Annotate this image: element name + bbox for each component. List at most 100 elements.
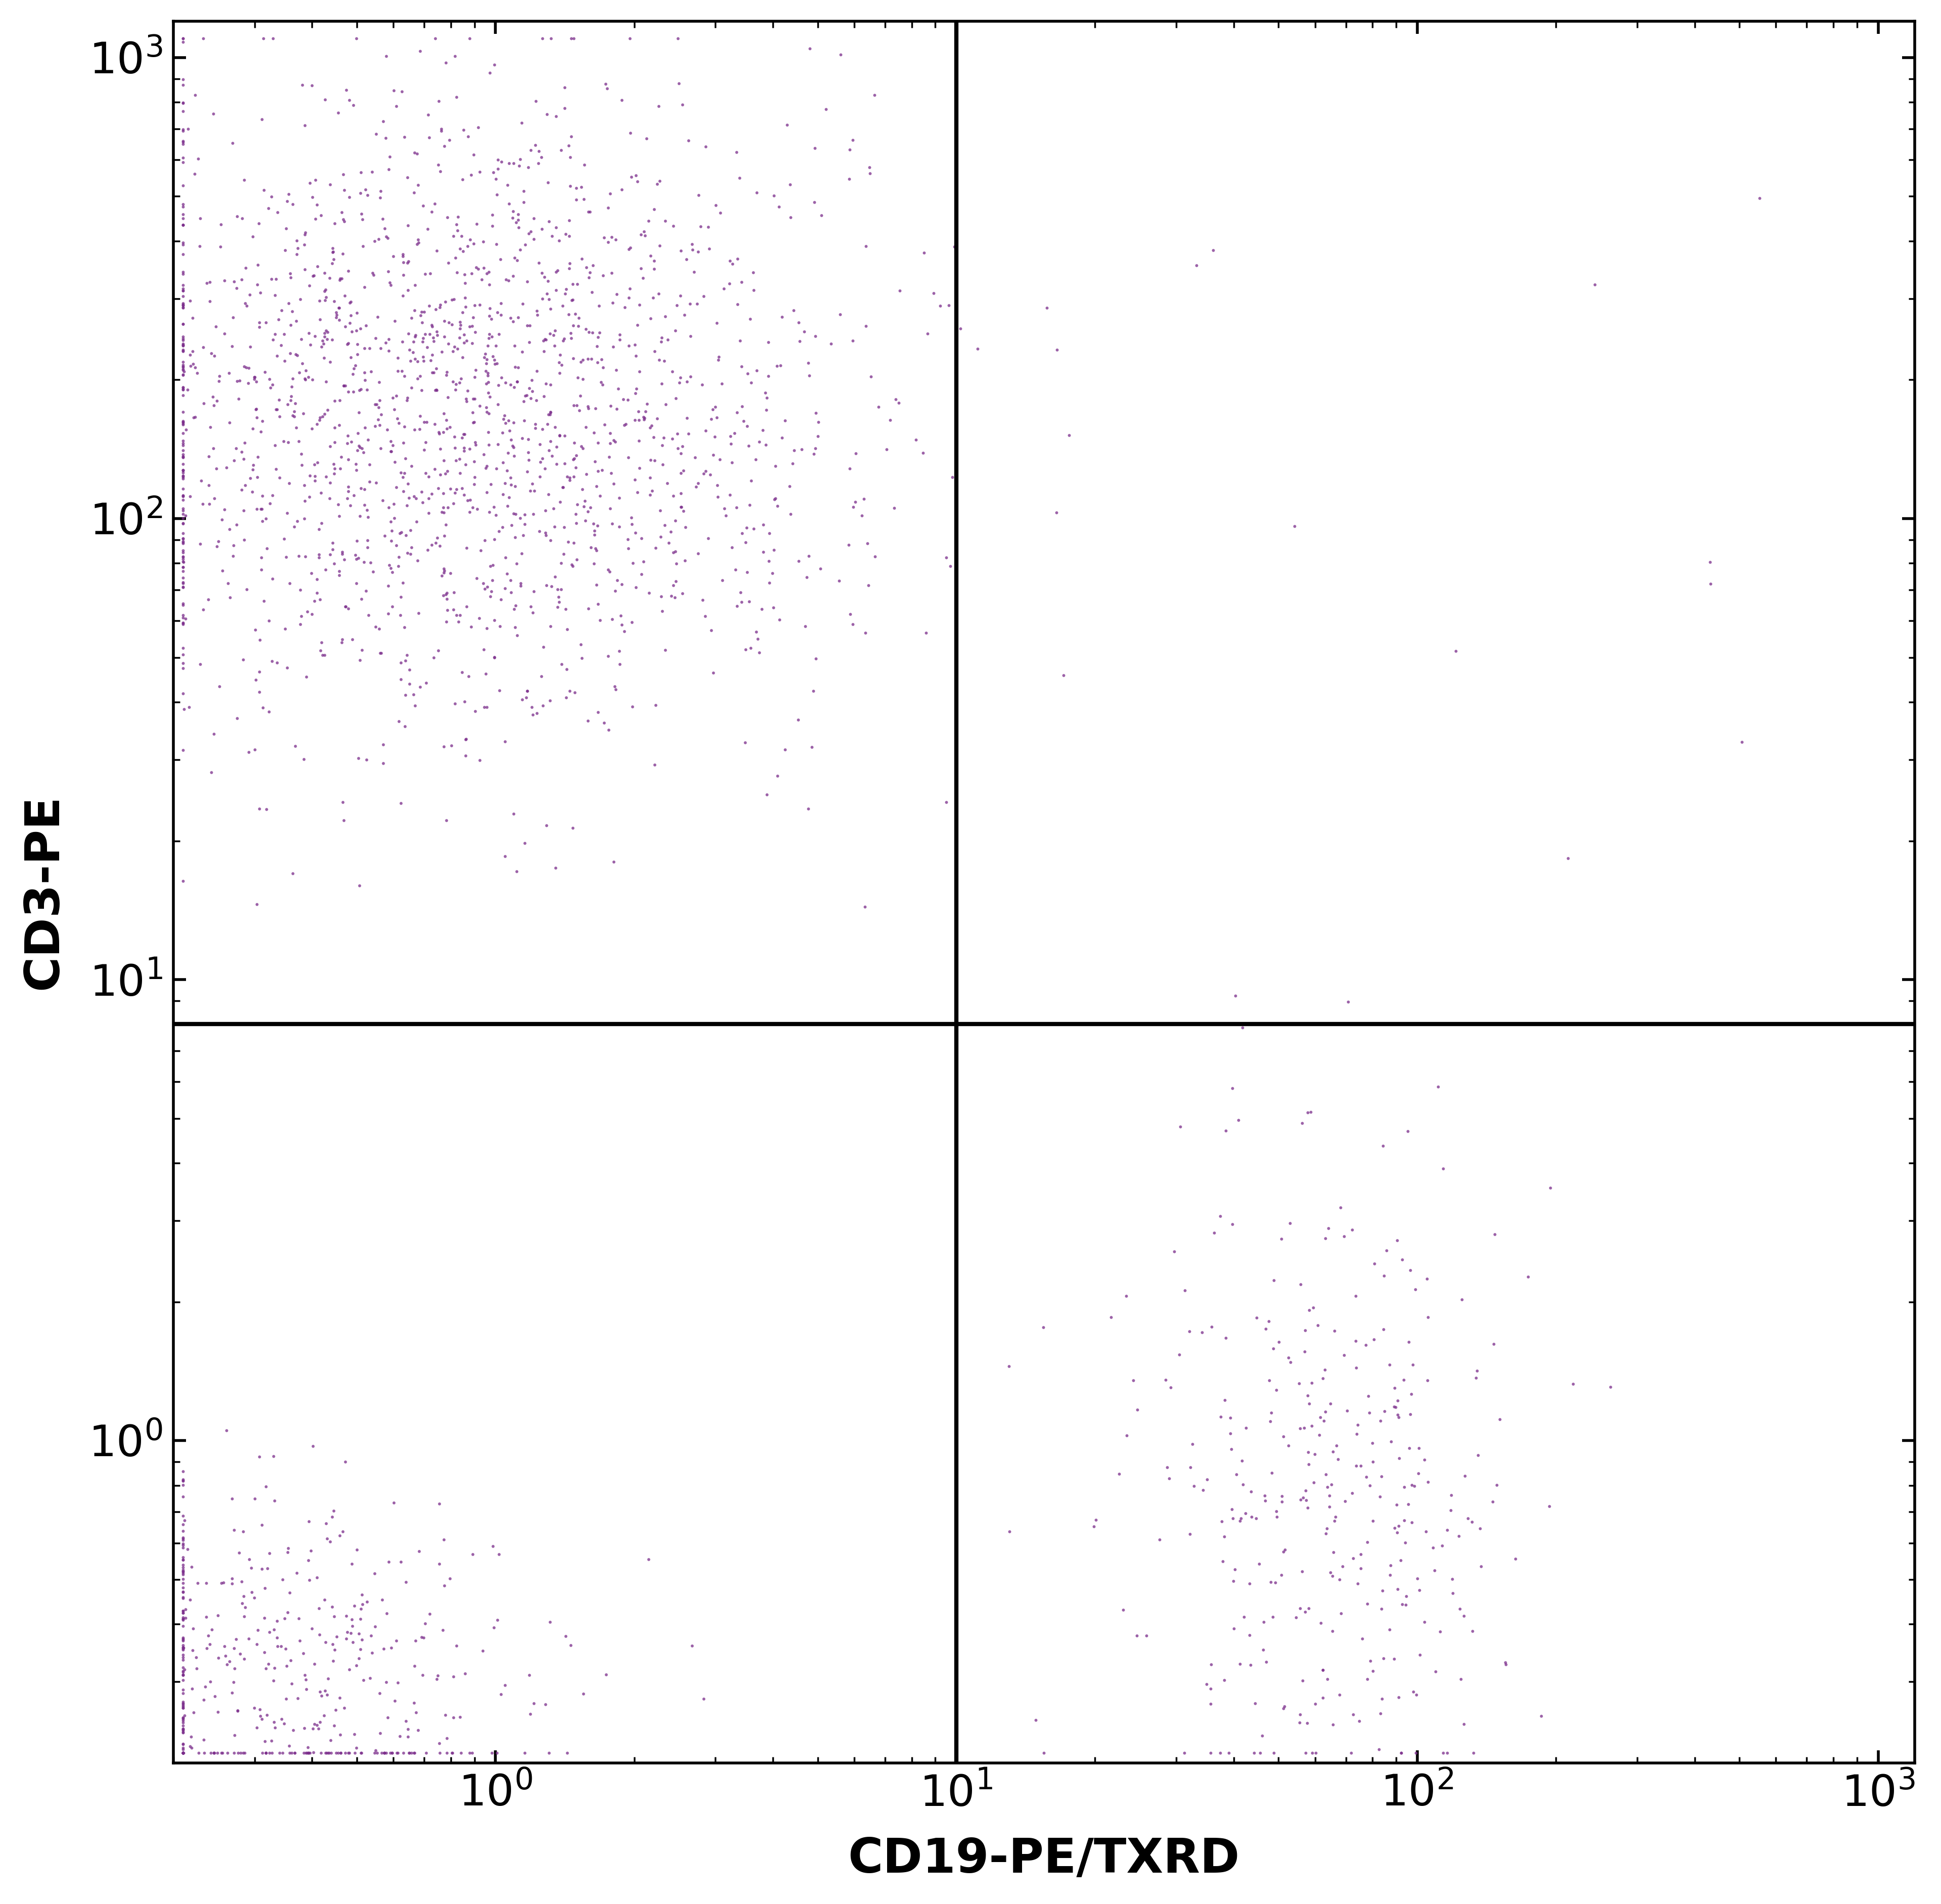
Point — [464, 744, 495, 775]
Point — [167, 1550, 198, 1580]
Point — [720, 137, 751, 168]
Point — [219, 267, 250, 297]
Point — [167, 1597, 198, 1628]
Point — [501, 621, 532, 651]
Point — [243, 461, 274, 491]
Point — [167, 288, 198, 318]
Point — [305, 585, 336, 615]
Point — [551, 1738, 582, 1769]
Point — [666, 236, 697, 267]
Point — [417, 322, 448, 352]
Point — [299, 1710, 330, 1740]
Point — [1339, 1325, 1370, 1356]
Point — [730, 527, 761, 558]
Point — [313, 324, 344, 354]
Point — [1174, 1519, 1205, 1550]
Point — [268, 1565, 299, 1596]
Point — [557, 286, 588, 316]
Point — [299, 261, 330, 291]
Point — [528, 632, 559, 663]
Point — [295, 168, 326, 198]
Point — [441, 474, 472, 505]
Point — [377, 526, 408, 556]
Point — [540, 512, 571, 543]
Point — [615, 508, 646, 539]
Point — [439, 1702, 470, 1733]
Point — [479, 642, 510, 672]
Point — [635, 480, 666, 510]
Point — [530, 1689, 561, 1719]
Point — [1293, 1388, 1324, 1418]
Point — [167, 440, 198, 470]
Point — [443, 607, 474, 638]
Point — [662, 434, 693, 465]
Point — [549, 219, 580, 249]
Point — [431, 286, 462, 316]
Point — [402, 347, 433, 377]
Point — [404, 1537, 435, 1567]
Point — [190, 1567, 221, 1597]
Point — [320, 303, 351, 333]
Point — [287, 348, 318, 379]
Point — [194, 267, 225, 297]
Point — [532, 265, 563, 295]
Point — [1258, 1601, 1289, 1632]
Point — [208, 556, 239, 586]
Point — [718, 417, 749, 447]
Point — [208, 1738, 239, 1769]
Point — [512, 219, 543, 249]
Point — [619, 465, 650, 495]
Point — [408, 1660, 439, 1691]
Point — [454, 434, 485, 465]
Point — [1215, 1403, 1246, 1434]
Point — [167, 126, 198, 156]
Point — [181, 80, 212, 110]
Point — [573, 392, 604, 423]
Point — [512, 267, 543, 297]
Point — [167, 1481, 198, 1512]
Point — [363, 225, 394, 255]
Point — [167, 1632, 198, 1662]
Point — [606, 609, 637, 640]
Point — [177, 1674, 208, 1704]
Point — [293, 1738, 324, 1769]
Point — [586, 367, 617, 398]
Point — [576, 318, 608, 348]
Point — [324, 560, 355, 590]
Point — [388, 411, 419, 442]
Point — [563, 396, 594, 426]
Point — [233, 352, 264, 383]
Point — [1308, 1405, 1339, 1436]
Point — [1320, 1502, 1351, 1533]
Point — [472, 348, 503, 379]
Point — [396, 347, 427, 377]
Point — [549, 1620, 580, 1651]
Point — [353, 333, 384, 364]
Point — [247, 1738, 278, 1769]
Point — [569, 491, 600, 522]
Point — [276, 1738, 307, 1769]
Point — [188, 388, 219, 419]
Point — [167, 1677, 198, 1708]
Point — [245, 625, 276, 655]
Point — [470, 573, 501, 604]
Point — [167, 455, 198, 486]
Point — [229, 1592, 260, 1622]
Point — [656, 581, 687, 611]
Point — [167, 1557, 198, 1588]
Point — [423, 1738, 454, 1769]
Point — [299, 461, 330, 491]
Point — [167, 527, 198, 558]
Point — [311, 286, 342, 316]
Point — [1110, 1281, 1141, 1312]
Point — [227, 1588, 258, 1618]
Point — [635, 446, 666, 476]
Point — [477, 550, 509, 581]
Point — [567, 432, 598, 463]
Point — [225, 1738, 256, 1769]
Point — [349, 575, 380, 605]
Point — [1285, 1700, 1316, 1731]
Point — [289, 255, 320, 286]
Point — [245, 307, 276, 337]
Point — [167, 463, 198, 493]
